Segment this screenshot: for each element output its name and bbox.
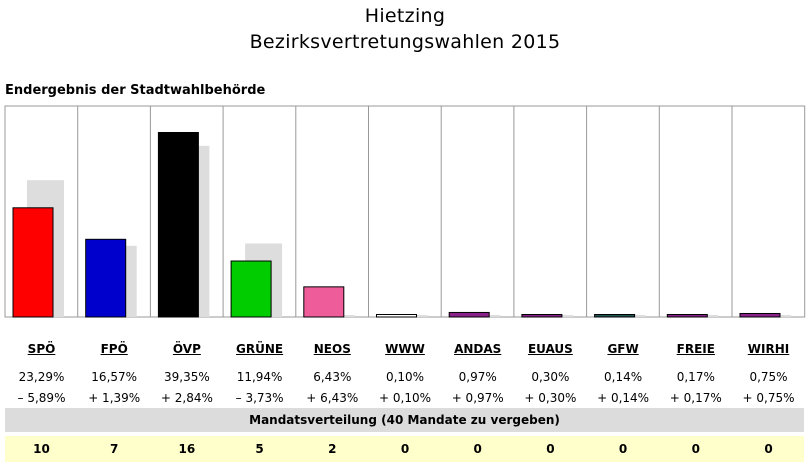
percent-label: 39,35%	[164, 370, 210, 384]
change-label: + 1,39%	[88, 391, 141, 405]
bar-current-0	[12, 207, 54, 318]
change-label: + 0,75%	[742, 391, 795, 405]
percent-label: 23,29%	[18, 370, 65, 384]
percent-label: 6,43%	[313, 370, 352, 384]
mandate-count: 0	[691, 442, 700, 456]
percent-label: 11,94%	[236, 370, 283, 384]
change-label: + 0,30%	[524, 391, 577, 405]
percent-label: 16,57%	[91, 370, 138, 384]
party-name[interactable]: EUAUS	[527, 342, 573, 356]
mandate-count: 16	[178, 442, 196, 456]
mandate-count: 0	[764, 442, 773, 456]
percent-label: 0,75%	[749, 370, 788, 384]
mandate-row: 10 7 16 5 2 0 0 0 0 0 0	[5, 436, 804, 462]
change-label: – 5,89%	[17, 391, 66, 405]
bar-current-1	[85, 238, 127, 318]
page-title: Hietzing	[364, 5, 446, 27]
change-label: + 0,10%	[379, 391, 431, 405]
change-label: + 6,43%	[306, 391, 359, 405]
mandate-count: 7	[110, 442, 119, 456]
bar-current-6	[448, 311, 490, 318]
party-name[interactable]: SPÖ	[27, 342, 56, 356]
party-name[interactable]: ÖVP	[172, 342, 201, 356]
party-name[interactable]: ANDAS	[454, 342, 502, 356]
change-label: + 0,97%	[451, 391, 504, 405]
mandate-count: 0	[546, 442, 555, 456]
bar-current-3	[230, 260, 272, 318]
bar-current-8	[594, 314, 636, 318]
result-caption: Endergebnis der Stadtwahlbehörde	[5, 83, 266, 98]
mandate-count: 0	[400, 442, 410, 456]
page-subtitle: Bezirksvertretungswahlen 2015	[249, 31, 561, 53]
bar-current-5	[376, 314, 417, 318]
party-name[interactable]: NEOS	[313, 342, 351, 356]
bar-current-10	[739, 312, 781, 318]
change-label: – 3,73%	[235, 391, 284, 405]
percent-label: 0,30%	[531, 370, 570, 384]
percent-label: 0,97%	[458, 370, 497, 384]
change-label: + 0,17%	[669, 391, 722, 405]
percent-label: 0,14%	[604, 370, 643, 384]
party-name[interactable]: FPÖ	[100, 342, 128, 356]
party-name[interactable]: GRÜNE	[236, 342, 284, 356]
percent-label: 0,10%	[385, 370, 425, 384]
results-chart	[4, 105, 806, 318]
percent-label: 0,17%	[676, 370, 715, 384]
change-label: + 0,14%	[597, 391, 650, 405]
party-name[interactable]: GFW	[607, 342, 639, 356]
mandate-count: 0	[618, 442, 628, 456]
mandate-header: Mandatsverteilung (40 Mandate zu vergebe…	[5, 408, 804, 432]
mandate-count: 2	[328, 442, 337, 456]
mandate-count: 5	[255, 442, 264, 456]
party-name[interactable]: WIRHI	[747, 342, 790, 356]
party-name[interactable]: FREIE	[676, 342, 715, 356]
bar-current-9	[666, 314, 708, 318]
mandate-count: 0	[473, 442, 482, 456]
change-label: + 2,84%	[160, 391, 213, 405]
bar-current-7	[521, 314, 563, 318]
mandate-count: 10	[33, 442, 50, 456]
bar-current-2	[157, 131, 199, 318]
party-name[interactable]: WWW	[385, 342, 425, 356]
bar-current-4	[303, 286, 345, 318]
